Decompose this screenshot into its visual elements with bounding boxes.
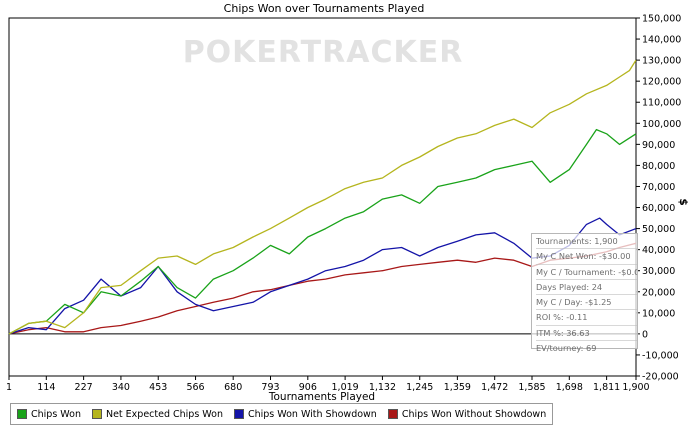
stat-ev: EV/tourney: 69 bbox=[536, 343, 597, 354]
y-tick-label: 120,000 bbox=[642, 77, 681, 88]
x-axis-title: Tournaments Played bbox=[268, 391, 375, 403]
x-tick-label: 566 bbox=[186, 382, 204, 393]
y-tick-label: 100,000 bbox=[642, 119, 681, 130]
legend-label: Chips Won Without Showdown bbox=[401, 408, 547, 420]
y-tick-label: 10,000 bbox=[642, 308, 675, 319]
x-tick-label: 793 bbox=[261, 382, 279, 393]
stat-roi: ROI %: -0.11 bbox=[536, 310, 637, 326]
chart-title: Chips Won over Tournaments Played bbox=[223, 2, 425, 15]
x-tick-label: 227 bbox=[75, 382, 93, 393]
legend-label: Net Expected Chips Won bbox=[105, 408, 223, 420]
legend-item-chips-won[interactable]: Chips Won bbox=[17, 409, 81, 420]
x-tick-label: 1,585 bbox=[518, 382, 545, 393]
x-tick-label: 1,019 bbox=[332, 382, 359, 393]
y-tick-label: 70,000 bbox=[642, 182, 675, 193]
legend: Chips Won Net Expected Chips Won Chips W… bbox=[10, 403, 554, 425]
stats-tooltip: Tournaments: 1,900 My C Net Won: -$30.00… bbox=[531, 233, 638, 353]
y-tick-label: 140,000 bbox=[642, 35, 681, 46]
x-tick-label: 680 bbox=[224, 382, 242, 393]
y-tick-label: 40,000 bbox=[642, 245, 675, 256]
x-tick-label: 1,132 bbox=[369, 382, 396, 393]
x-tick-label: 1,472 bbox=[481, 382, 508, 393]
y-tick-label: -10,000 bbox=[642, 350, 679, 361]
x-tick-label: 340 bbox=[112, 382, 130, 393]
series-line-chips-won bbox=[8, 128, 637, 335]
x-tick-label: 453 bbox=[149, 382, 167, 393]
x-tick-label: 906 bbox=[299, 382, 317, 393]
legend-label: Chips Won bbox=[31, 408, 81, 420]
stat-tournaments: Tournaments: 1,900 bbox=[536, 234, 637, 250]
legend-swatch bbox=[233, 409, 244, 419]
plot-frame bbox=[8, 17, 637, 377]
x-tick-label: 1,900 bbox=[622, 382, 649, 393]
y-tick-label: 150,000 bbox=[642, 14, 681, 25]
legend-item-without-showdown[interactable]: Chips Won Without Showdown bbox=[387, 408, 547, 420]
legend-swatch bbox=[91, 409, 102, 419]
y-tick-label: 130,000 bbox=[642, 56, 681, 67]
legend-label: Chips Won With Showdown bbox=[247, 408, 377, 420]
y-tick-label: 20,000 bbox=[642, 287, 675, 298]
y-tick-label: 60,000 bbox=[642, 203, 675, 214]
x-tick-label: 1,245 bbox=[406, 382, 433, 393]
stat-per-day: My C / Day: -$1.25 bbox=[536, 295, 637, 311]
y-tick-label: 80,000 bbox=[642, 161, 675, 172]
legend-swatch bbox=[387, 409, 398, 419]
series-line-net-expected-chips-won bbox=[8, 59, 637, 335]
x-tick-label: 1,811 bbox=[593, 382, 620, 393]
y-tick-label: 30,000 bbox=[642, 266, 675, 277]
legend-item-net-expected[interactable]: Net Expected Chips Won bbox=[91, 408, 223, 420]
watermark-logo: POKERTRACKER bbox=[183, 35, 464, 70]
y-tick-label: 0 bbox=[642, 329, 648, 340]
x-tick-label: 1,698 bbox=[556, 382, 583, 393]
x-tick-label: 1 bbox=[6, 382, 12, 393]
y-tick-label: 90,000 bbox=[642, 140, 675, 151]
legend-item-with-showdown[interactable]: Chips Won With Showdown bbox=[233, 408, 377, 420]
y-tick-label: 110,000 bbox=[642, 98, 681, 109]
stat-net-won: My C Net Won: -$30.00 bbox=[536, 249, 637, 265]
stat-itm: ITM %: 36.63 bbox=[536, 326, 637, 342]
y-tick-label: 50,000 bbox=[642, 224, 675, 235]
legend-swatch bbox=[17, 409, 27, 419]
y-tick-label: -20,000 bbox=[642, 372, 679, 383]
x-tick-label: 1,359 bbox=[444, 382, 471, 393]
stat-per-tournament: My C / Tournament: -$0.02 bbox=[536, 265, 637, 280]
stat-days-played: Days Played: 24 bbox=[536, 280, 637, 296]
x-tick-label: 114 bbox=[37, 382, 55, 393]
y-axis-title: $ bbox=[677, 198, 689, 205]
